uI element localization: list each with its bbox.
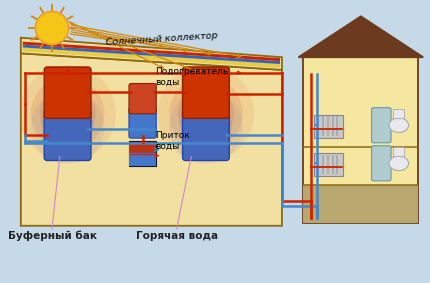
FancyBboxPatch shape [314, 115, 343, 138]
FancyBboxPatch shape [44, 67, 91, 118]
FancyBboxPatch shape [303, 57, 418, 223]
Text: Приток
воды: Приток воды [155, 131, 190, 151]
Text: Подогреватель
воды: Подогреватель воды [155, 67, 228, 87]
FancyBboxPatch shape [129, 142, 156, 154]
Circle shape [169, 90, 243, 164]
FancyBboxPatch shape [393, 109, 404, 118]
FancyBboxPatch shape [183, 109, 229, 160]
FancyBboxPatch shape [303, 185, 418, 223]
FancyBboxPatch shape [44, 109, 91, 160]
FancyBboxPatch shape [129, 153, 156, 166]
Text: Буферный бак: Буферный бак [7, 231, 96, 241]
FancyBboxPatch shape [372, 108, 391, 143]
Circle shape [31, 77, 104, 151]
FancyBboxPatch shape [314, 153, 343, 176]
Polygon shape [21, 38, 282, 70]
Circle shape [40, 86, 95, 142]
Circle shape [35, 11, 68, 44]
Circle shape [158, 65, 254, 162]
FancyBboxPatch shape [129, 83, 156, 114]
Polygon shape [23, 48, 280, 68]
Text: Солнечный коллектор: Солнечный коллектор [106, 32, 218, 48]
FancyBboxPatch shape [129, 108, 156, 138]
Circle shape [180, 100, 232, 153]
Ellipse shape [389, 156, 408, 171]
Circle shape [178, 86, 234, 142]
Polygon shape [23, 42, 280, 61]
FancyBboxPatch shape [11, 4, 430, 279]
FancyBboxPatch shape [183, 67, 229, 118]
Circle shape [31, 90, 104, 164]
Circle shape [169, 77, 243, 151]
FancyBboxPatch shape [372, 146, 391, 181]
Polygon shape [298, 16, 423, 57]
Circle shape [41, 100, 94, 153]
Polygon shape [23, 44, 280, 64]
FancyBboxPatch shape [129, 141, 156, 166]
Circle shape [19, 65, 116, 162]
Ellipse shape [389, 118, 408, 132]
Text: Горячая вода: Горячая вода [135, 231, 218, 241]
FancyBboxPatch shape [393, 147, 404, 156]
Polygon shape [21, 53, 282, 226]
